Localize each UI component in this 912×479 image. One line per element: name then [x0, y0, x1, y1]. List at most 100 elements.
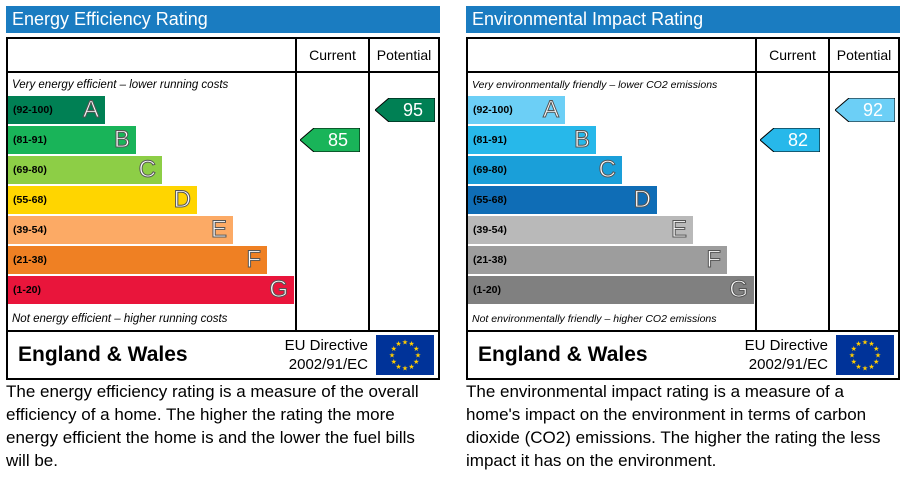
band-e: (39-54) E	[8, 216, 233, 244]
eu-star: ★	[855, 363, 861, 371]
eu-flag-icon: ★ ★ ★ ★ ★ ★ ★ ★ ★ ★ ★ ★	[376, 335, 434, 375]
current-rating-arrow: 82	[760, 128, 820, 152]
band-b: (81-91) B	[8, 126, 136, 154]
region-label: England & Wales	[18, 343, 188, 366]
band-range: (69-80)	[13, 164, 47, 176]
band-letter: G	[729, 276, 749, 304]
band-letter: C	[138, 156, 156, 184]
band-c: (69-80) C	[8, 156, 162, 184]
band-range: (1-20)	[473, 284, 502, 296]
bottom-note: Not energy efficient – higher running co…	[12, 313, 228, 325]
eu-star: ★	[402, 365, 408, 373]
column-divider	[368, 39, 370, 330]
eu-star: ★	[395, 363, 401, 371]
eu-star: ★	[851, 358, 857, 366]
band-range: (55-68)	[473, 194, 507, 206]
top-note: Very energy efficient – lower running co…	[12, 79, 229, 91]
band-range: (1-20)	[13, 284, 42, 296]
arrow-shape	[375, 98, 435, 122]
env-caption: The environmental impact rating is a mea…	[466, 382, 881, 470]
band-range: (92-100)	[473, 104, 513, 116]
band-d: (55-68) D	[468, 186, 657, 214]
band-letter: B	[113, 126, 130, 154]
energy-chart-title: Energy Efficiency Rating	[6, 6, 440, 33]
eu-star: ★	[875, 352, 881, 360]
band-range: (92-100)	[13, 104, 53, 116]
band-b: (81-91) B	[468, 126, 596, 154]
band-range: (69-80)	[473, 164, 507, 176]
band-range: (21-38)	[13, 254, 47, 266]
arrow-shape	[835, 98, 895, 122]
band-letter: E	[670, 216, 687, 244]
potential-column-header: Potential	[836, 47, 892, 63]
arrow-shape	[300, 128, 360, 152]
eu-star: ★	[402, 339, 408, 347]
band-letter: F	[246, 246, 262, 274]
env-chart-frame: Current Potential Very environmentally f…	[466, 37, 900, 332]
potential-rating-arrow: 92	[835, 98, 895, 122]
eu-directive: EU Directive 2002/91/EC	[285, 336, 368, 374]
band-f: (21-38) F	[468, 246, 727, 274]
band-letter: D	[173, 186, 191, 214]
current-rating-value: 85	[327, 130, 349, 150]
eu-star: ★	[855, 340, 861, 348]
bottom-note: Not environmentally friendly – higher CO…	[472, 313, 717, 325]
region-label: England & Wales	[478, 343, 648, 366]
band-range: (55-68)	[13, 194, 47, 206]
band-e: (39-54) E	[468, 216, 693, 244]
eu-star: ★	[408, 340, 414, 348]
band-range: (21-38)	[473, 254, 507, 266]
chart-footer: England & Wales EU Directive 2002/91/EC …	[466, 332, 900, 380]
band-letter: F	[706, 246, 722, 274]
directive-line1: EU Directive	[744, 337, 828, 354]
eu-directive: EU Directive 2002/91/EC	[745, 336, 828, 374]
eu-star: ★	[868, 340, 874, 348]
potential-column-header: Potential	[376, 47, 432, 63]
current-column-header: Current	[309, 47, 356, 63]
energy-efficiency-chart: Energy Efficiency Rating Current Potenti…	[6, 6, 440, 380]
band-range: (81-91)	[473, 134, 507, 146]
band-letter: D	[633, 186, 651, 214]
environmental-impact-chart: Environmental Impact Rating Current Pote…	[466, 6, 900, 380]
energy-chart-frame: Current Potential Very energy efficient …	[6, 37, 440, 332]
band-a: (92-100) A	[468, 96, 565, 124]
eu-stars: ★★★★★★★★★ ★ ★★	[389, 339, 421, 373]
eu-star: ★	[851, 345, 857, 353]
eu-star: ★	[873, 345, 879, 353]
column-divider	[755, 39, 757, 330]
band-letter: B	[573, 126, 590, 154]
eu-star: ★	[415, 352, 421, 360]
band-range: (81-91)	[13, 134, 47, 146]
header-divider	[468, 71, 898, 73]
eu-star: ★	[868, 363, 874, 371]
current-column-header: Current	[769, 47, 816, 63]
current-rating-arrow: 85	[300, 128, 360, 152]
band-c: (69-80) C	[468, 156, 622, 184]
band-range: (39-54)	[13, 224, 47, 236]
directive-line1: EU Directive	[284, 337, 368, 354]
header-divider	[8, 71, 438, 73]
band-letter: A	[542, 96, 559, 124]
energy-caption: The energy efficiency rating is a measur…	[6, 382, 419, 470]
eu-star: ★	[849, 352, 855, 360]
band-letter: G	[269, 276, 289, 304]
column-divider	[295, 39, 297, 330]
band-letter: C	[598, 156, 616, 184]
potential-rating-value: 92	[862, 100, 884, 120]
eu-star: ★	[408, 363, 414, 371]
chart-footer: England & Wales EU Directive 2002/91/EC …	[6, 332, 440, 380]
band-g: (1-20) G	[468, 276, 754, 304]
band-f: (21-38) F	[8, 246, 267, 274]
current-rating-value: 82	[787, 130, 809, 150]
eu-star: ★	[862, 365, 868, 373]
arrow-shape	[760, 128, 820, 152]
eu-star: ★	[873, 358, 879, 366]
column-divider	[828, 39, 830, 330]
eu-star: ★	[395, 340, 401, 348]
potential-rating-arrow: 95	[375, 98, 435, 122]
directive-line2: 2002/91/EC	[748, 356, 828, 373]
band-range: (39-54)	[473, 224, 507, 236]
top-note: Very environmentally friendly – lower CO…	[472, 79, 718, 91]
band-a: (92-100) A	[8, 96, 105, 124]
eu-flag-icon: ★ ★ ★ ★ ★ ★ ★ ★ ★ ★ ★ ★	[836, 335, 894, 375]
